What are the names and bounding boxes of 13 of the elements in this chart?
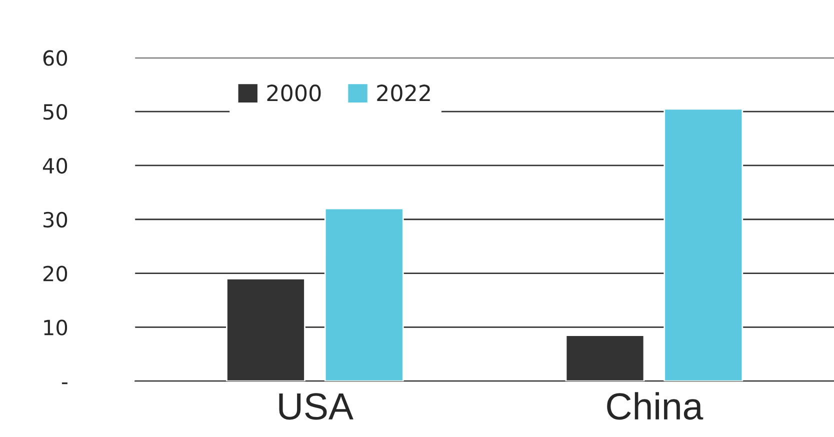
y-tick-label: 50 [44,104,68,120]
y-tick-label: 10 [44,320,68,336]
bar [664,108,744,382]
legend-label: 2022 [377,84,430,102]
y-tick-label: 60 [43,50,68,66]
y-tick-label: 30 [44,212,68,228]
y-tick-label: - [62,382,68,384]
x-tick-label: China [607,392,704,420]
x-tick-label: USA [279,393,354,420]
legend-label: 2000 [267,84,321,102]
bar [324,208,404,382]
y-tick-label: 40 [42,158,68,174]
y-tick-label: 20 [43,266,68,282]
